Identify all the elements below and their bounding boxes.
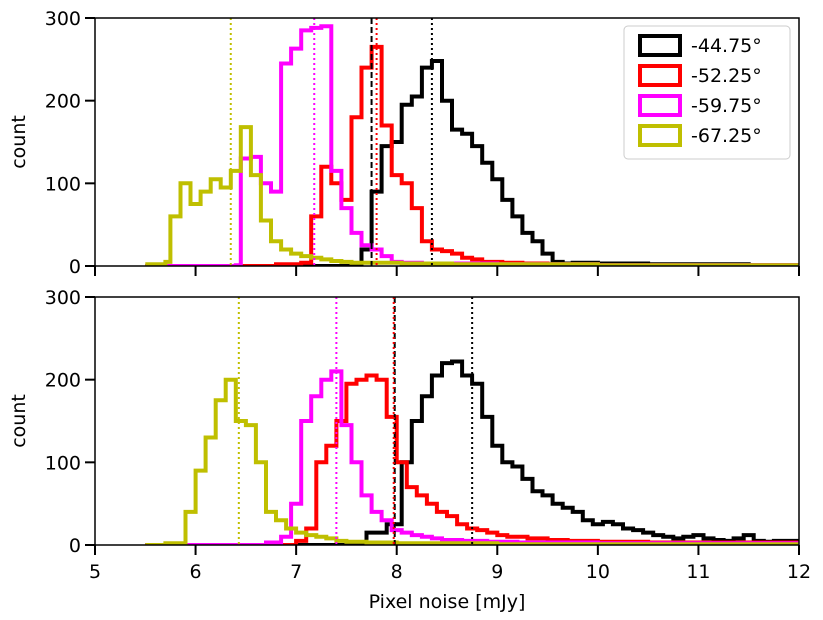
- bottom-x-tick-label-8: 8: [391, 561, 403, 583]
- bottom-y-tick-label-0: 0: [69, 535, 81, 557]
- top-axes-frame: [94, 17, 800, 267]
- bottom-median-lines: [237, 297, 474, 545]
- legend-swatch-44-75: [638, 34, 682, 57]
- legend-label-67-25: -67.25°: [691, 125, 762, 147]
- legend: -44.75° -52.25° -59.75° -67.25°: [623, 25, 791, 160]
- top-y-ticks: 0 100 200 300: [45, 8, 95, 278]
- bottom-series-group: [145, 359, 799, 545]
- bottom-y-axis-label: count: [8, 394, 30, 448]
- bottom-x-tick-label-6: 6: [190, 561, 202, 583]
- legend-label-44-75: -44.75°: [691, 35, 762, 57]
- bottom-y-tick-label-200: 200: [45, 370, 81, 392]
- bottom-histogram-52-25: [145, 373, 799, 545]
- top-y-axis-label: count: [8, 115, 30, 169]
- top-median-lines: [229, 18, 433, 266]
- bottom-x-tick-label-10: 10: [586, 561, 610, 583]
- legend-swatch-52-25: [638, 64, 682, 87]
- bottom-histogram-59-75: [145, 369, 799, 545]
- top-y-tick-label-0: 0: [69, 256, 81, 278]
- x-axis-label: Pixel noise [mJy]: [369, 591, 526, 613]
- bottom-histogram-44-75: [145, 359, 799, 545]
- top-histogram-67-25: [145, 125, 799, 266]
- bottom-x-tick-label-9: 9: [491, 561, 503, 583]
- bottom-axes-frame: [94, 296, 800, 546]
- top-y-tick-label-300: 300: [45, 8, 81, 30]
- bottom-y-tick-label-100: 100: [45, 452, 81, 474]
- bottom-histogram-67-25: [145, 377, 799, 545]
- top-series-group: [145, 24, 799, 266]
- legend-swatch-59-75: [638, 94, 682, 117]
- bottom-x-tick-label-7: 7: [290, 561, 302, 583]
- top-panel: 0 100 200 300 count -44.75° -52.25° -59.75°…: [8, 8, 800, 278]
- legend-label-59-75: -59.75°: [691, 95, 762, 117]
- legend-swatch-67-25: [638, 124, 682, 147]
- top-y-tick-label-100: 100: [45, 173, 81, 195]
- bottom-x-tick-label-5: 5: [89, 561, 101, 583]
- bottom-y-tick-label-300: 300: [45, 287, 81, 309]
- bottom-y-ticks: 0 100 200 300: [45, 287, 95, 557]
- bottom-x-tick-label-11: 11: [686, 561, 710, 583]
- bottom-x-ticks: 5 6 7 8 9 10 11 12: [89, 545, 811, 583]
- top-x-ticks: [94, 266, 800, 276]
- legend-label-52-25: -52.25°: [691, 65, 762, 87]
- bottom-x-tick-label-12: 12: [787, 561, 811, 583]
- top-y-tick-label-200: 200: [45, 91, 81, 113]
- bottom-panel: 5 6 7 8 9 10 11 12 0 100 200 300 count Pixel noise…: [8, 287, 811, 613]
